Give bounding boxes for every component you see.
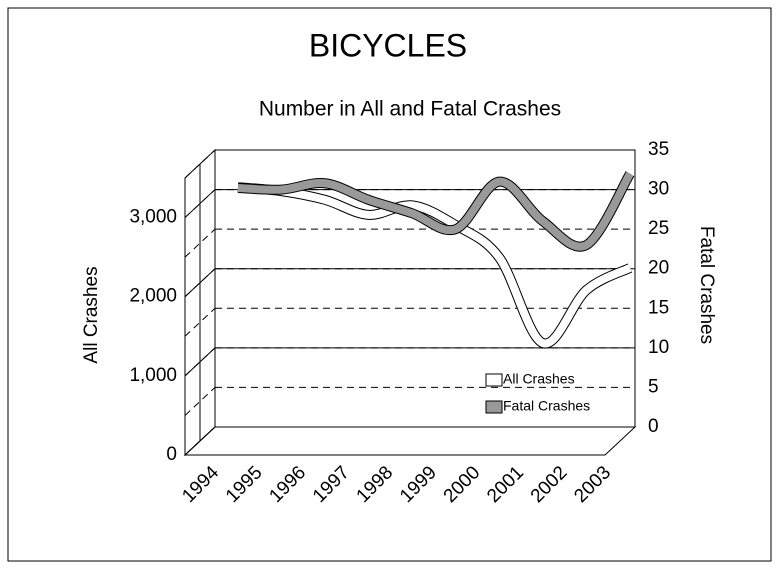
y-tick-label: 1,000 <box>129 365 177 386</box>
side-grid-line <box>184 347 216 377</box>
side-grid-line <box>184 387 216 416</box>
y2-axis-title: Fatal Crashes <box>696 226 717 344</box>
y-tick-label: 2,000 <box>129 286 177 307</box>
side-grid-line <box>184 426 216 456</box>
side-grid-line <box>184 268 216 298</box>
side-grid-line <box>184 149 216 179</box>
y2-tick-label: 10 <box>648 337 669 358</box>
y2-tick-label: 25 <box>648 218 669 239</box>
legend-swatch <box>485 400 503 414</box>
chart-subtitle: Number in All and Fatal Crashes <box>259 98 561 121</box>
y2-tick-label: 30 <box>648 179 669 200</box>
y2-tick-label: 15 <box>648 297 669 318</box>
line <box>237 183 632 348</box>
side-grid-line <box>184 307 216 337</box>
y2-tick-label: 5 <box>648 376 659 397</box>
chart-title: BICYCLES <box>309 27 467 63</box>
side-grid-line <box>184 228 216 258</box>
side-grid-line <box>184 189 216 218</box>
legend-label: Fatal Crashes <box>503 398 590 414</box>
y-axis-title: All Crashes <box>81 266 102 363</box>
legend-swatch <box>485 373 503 387</box>
y2-tick-label: 20 <box>648 258 669 279</box>
line <box>237 171 634 251</box>
floor <box>183 426 637 456</box>
y2-tick-label: 0 <box>648 416 659 437</box>
y2-tick-label: 35 <box>648 139 669 160</box>
y-tick-label: 0 <box>166 444 177 465</box>
y-tick-label: 3,000 <box>129 207 177 228</box>
legend-label: All Crashes <box>503 371 575 387</box>
